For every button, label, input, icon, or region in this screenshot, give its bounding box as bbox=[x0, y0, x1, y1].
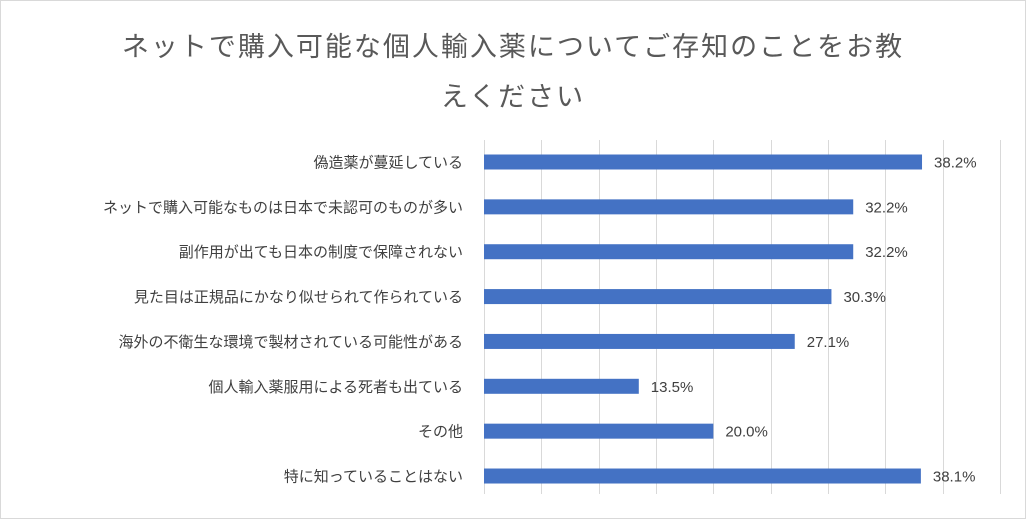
bar bbox=[484, 468, 921, 484]
category-label: 見た目は正規品にかなり似せられて作られている bbox=[134, 288, 463, 306]
bar bbox=[484, 244, 854, 260]
data-label: 20.0% bbox=[725, 424, 768, 441]
chart-title-line-2: えください bbox=[440, 82, 586, 113]
category-label: 偽造薬が蔓延している bbox=[313, 154, 463, 172]
bars bbox=[484, 154, 923, 484]
category-label: 個人輸入薬服用による死者も出ている bbox=[208, 378, 463, 396]
category-label: ネットで購入可能なものは日本で未認可のものが多い bbox=[103, 198, 463, 216]
bar bbox=[484, 423, 714, 439]
data-label: 13.5% bbox=[651, 379, 694, 396]
data-label: 30.3% bbox=[843, 289, 886, 306]
data-label: 32.2% bbox=[865, 199, 908, 216]
data-labels: 38.2% 32.2% 32.2% 30.3% 27.1% 13.5% 20.0% 38.1% bbox=[651, 155, 977, 486]
category-label: 特に知っていることはない bbox=[284, 468, 463, 486]
chart-title: ネットで購入可能な個人輸入薬についてご存知のことをお教 えください bbox=[61, 23, 965, 123]
bar bbox=[484, 378, 639, 394]
chart-title-line-1: ネットで購入可能な個人輸入薬についてご存知のことをお教 bbox=[121, 32, 905, 63]
data-label: 27.1% bbox=[807, 334, 850, 351]
data-label: 38.2% bbox=[934, 155, 977, 172]
category-labels: 偽造薬が蔓延しているネットで購入可能なものは日本で未認可のものが多い副作用が出て… bbox=[103, 154, 463, 486]
data-label: 32.2% bbox=[865, 244, 908, 261]
bar bbox=[484, 333, 795, 349]
data-label: 38.1% bbox=[933, 469, 976, 486]
category-label: その他 bbox=[418, 423, 463, 441]
category-label: 海外の不衛生な環境で製材されている可能性がある bbox=[118, 333, 463, 351]
gridlines bbox=[484, 140, 1001, 494]
bar bbox=[484, 289, 832, 305]
category-label: 副作用が出ても日本の制度で保障されない bbox=[179, 243, 463, 261]
bar bbox=[484, 199, 854, 215]
bar bbox=[484, 154, 923, 170]
